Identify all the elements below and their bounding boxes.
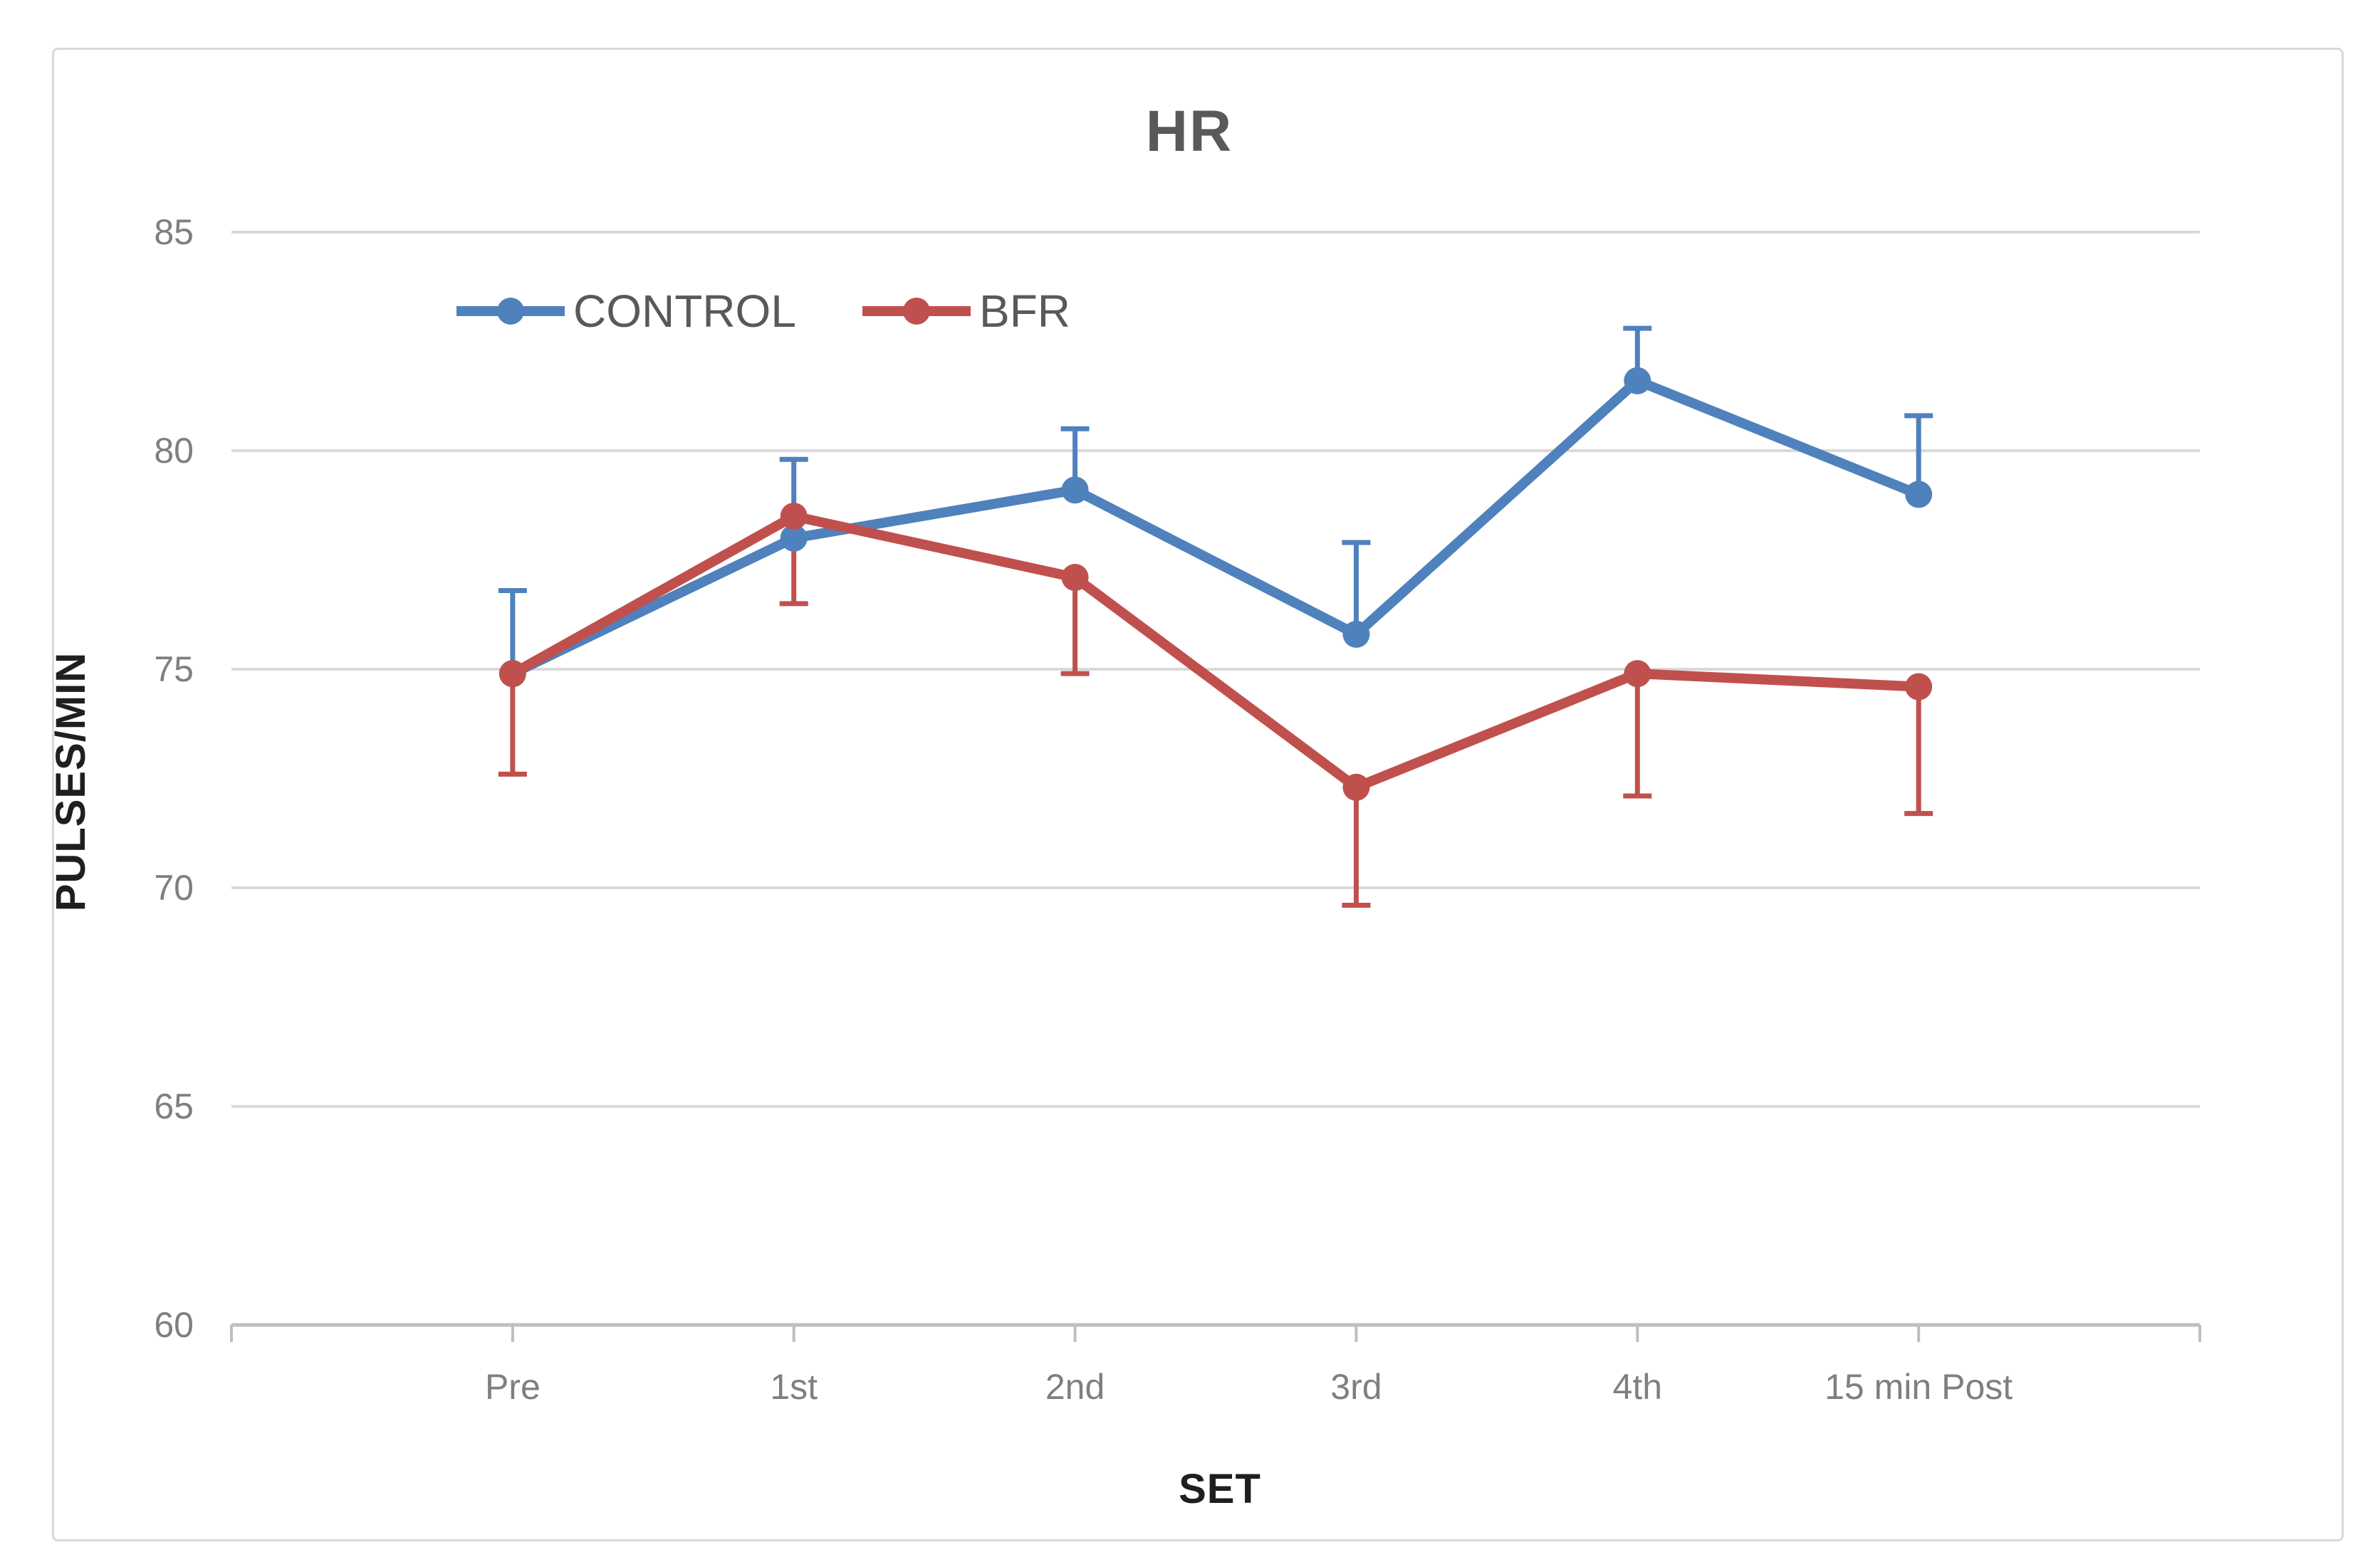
y-tick-label: 85 [154,212,194,252]
data-point-bfr [1905,673,1933,701]
legend-label: CONTROL [573,285,796,337]
data-point-control [1905,481,1933,508]
legend-item-bfr: BFR [862,283,1070,339]
x-axis-title: SET [1179,1466,1261,1512]
data-point-bfr [780,503,808,530]
legend-item-control: CONTROL [456,283,796,339]
data-point-bfr [1624,660,1651,688]
x-tick-label: 2nd [1045,1367,1105,1407]
legend-swatch-icon [456,298,565,325]
data-point-bfr [1342,773,1370,801]
data-point-bfr [499,660,526,688]
series-line-bfr [507,511,1924,792]
y-tick-label: 70 [154,868,194,908]
legend-swatch-icon [862,298,971,325]
data-point-control [1061,476,1089,504]
x-tick-label: 3rd [1330,1367,1382,1407]
data-point-bfr [1061,564,1089,592]
y-tick-label: 75 [154,649,194,689]
chart-title: HR [1145,99,1233,164]
y-tick-label: 65 [154,1086,194,1126]
data-point-control [1342,620,1370,648]
data-point-control [1624,367,1651,394]
legend-label: BFR [979,285,1070,337]
x-tick-label: 15 min Post [1825,1367,2013,1407]
y-tick-label: 80 [154,431,194,471]
x-tick-label: Pre [484,1367,541,1407]
x-tick-label: 4th [1612,1367,1663,1407]
x-tick-label: 1st [770,1367,818,1407]
data-point-control [780,524,808,552]
y-tick-label: 60 [154,1305,194,1345]
chart-border [52,48,2344,1541]
y-axis-title: PULSES/MIN [48,651,94,912]
series-line-control [507,375,1924,679]
